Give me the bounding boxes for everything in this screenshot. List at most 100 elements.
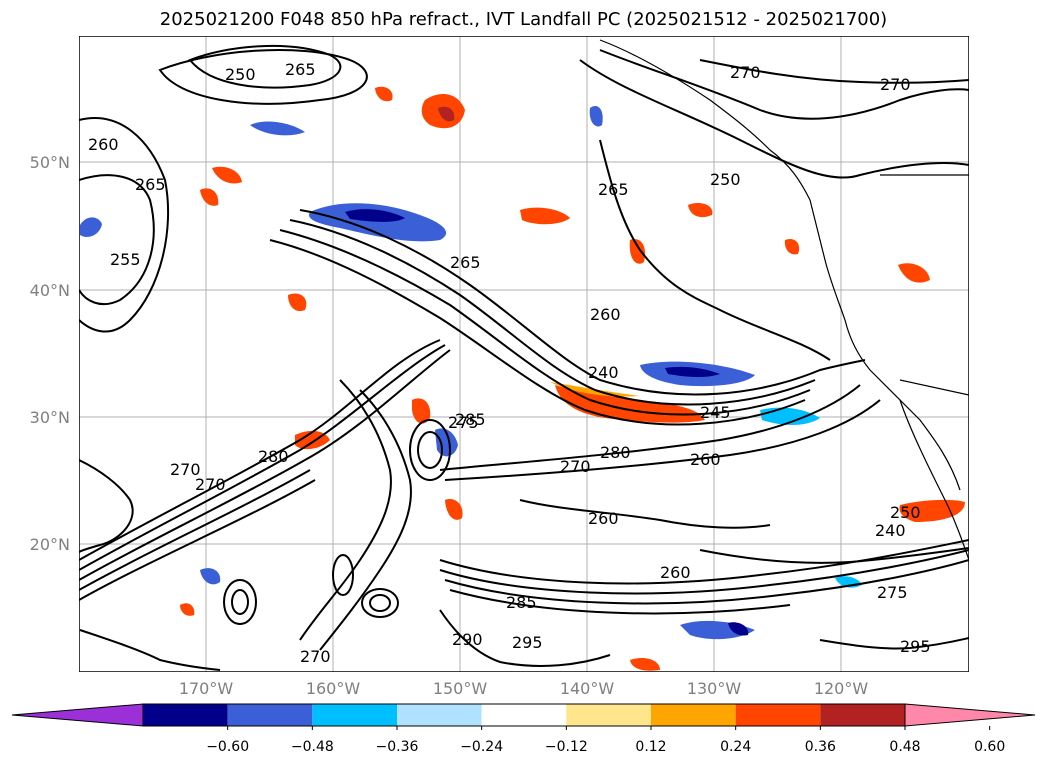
pos-fill-center [412,398,431,424]
lon-label: 130°W [687,679,742,698]
colorbar-frame [142,703,906,727]
contour-line [158,48,368,105]
contour-ring [332,554,354,596]
colorbar-segment [143,704,228,726]
contour-ring [409,419,451,481]
contour-ring [231,589,249,615]
contour-label: 265 [285,60,316,79]
contour-ring [361,588,399,618]
contour-ring [223,579,257,625]
contour-label: 260 [588,509,619,528]
contour-line [279,229,811,416]
pos-fill-south2 [445,499,463,520]
colorbar-tick-label: −0.60 [206,739,249,755]
colorbar-tick-label: −0.12 [545,739,588,755]
contour-line [79,469,311,591]
colorbar-segment [651,704,736,726]
coastline-alaska [599,39,811,201]
contour-labels: 250 265 270 270 260 265 250 255 265 260 … [88,60,931,666]
map-title: 2025021200 F048 850 hPa refract., IVT La… [159,9,888,30]
neg-fill-ne [589,105,603,127]
contour-ring [369,594,391,612]
colorbar: −0.60 −0.48 −0.36 −0.24 −0.12 0.12 0.24 0.36 0.4… [11,703,1036,755]
contour-label: 280 [600,443,631,462]
contour-line [699,547,969,564]
lon-label: 150°W [433,679,488,698]
contour-line [439,384,861,471]
pos-fill-nw1 [200,188,219,206]
pos-fill-s3 [630,658,660,671]
contour-label: 295 [512,633,543,652]
neg-fill-center [435,428,458,457]
contour-line [439,609,611,667]
contour-line [449,589,791,615]
colorbar-tick-label: −0.48 [291,739,334,755]
pos-fill-e2 [784,238,800,255]
contour-label: 270 [730,63,761,82]
contour-label: 260 [690,450,721,469]
lon-label: 160°W [306,679,361,698]
pos-fill-jet-edge [550,382,640,397]
pos-fill-nw2 [212,166,242,184]
neg-fill-south-core [728,622,749,636]
contour-label: 280 [258,447,289,466]
pos-fill-north-core [438,106,455,122]
map-panel: 250 265 270 270 260 265 250 255 265 260 … [79,36,969,672]
contour-label: 275 [877,583,908,602]
graticule [79,36,969,672]
contour-label: 270 [195,475,226,494]
neg-fill-east-core [665,366,720,378]
contour-line [819,637,969,650]
contour-label: 285 [506,593,537,612]
contour-label: 255 [110,250,141,269]
contour-label: 270 [880,75,911,94]
border-us-mexico [899,379,969,396]
lon-label: 140°W [560,679,615,698]
colorbar-tick-label: 0.12 [635,739,666,755]
contour-line [79,344,446,571]
contour-label: 265 [135,175,166,194]
contour-label: 270 [300,647,331,666]
pos-fill-ak [375,86,393,102]
colorbar-segment [312,704,397,726]
positive-anomaly-fills [180,86,965,671]
colorbar-segment [566,704,651,726]
colorbar-tick-label: −0.24 [460,739,503,755]
pos-fill-mid [520,207,570,225]
contour-line [599,49,969,120]
contour-label: 260 [660,563,691,582]
colorbar-tick-label: 0.48 [889,739,920,755]
contour-label: 270 [560,457,591,476]
neg-fill-nw [250,121,305,136]
contour-label: 290 [452,630,483,649]
colorbar-extend-low [11,703,144,727]
contour-line [699,59,969,84]
contour-line [79,117,170,333]
lon-label: 170°W [179,679,234,698]
longitude-labels: 170°W 160°W 150°W 140°W 130°W 120°W [179,679,869,698]
pos-fill-s4 [180,603,195,616]
lat-label: 50°N [30,153,70,172]
contour-label: 285 [455,410,486,429]
coastline-mexico [899,399,969,561]
refractivity-contours [79,44,969,671]
contour-label: 250 [710,170,741,189]
contour-label: 260 [88,135,119,154]
contour-line [79,459,134,553]
contour-line [519,499,771,529]
lon-label: 120°W [814,679,869,698]
colorbar-tick-label: 0.60 [974,739,1005,755]
negative-anomaly-fills [80,105,862,640]
contour-label: 250 [890,503,921,522]
neg-fill-se [760,407,820,425]
colorbar-segment [735,704,821,726]
latitude-labels: 50°N 40°N 30°N 20°N [30,153,70,554]
lat-label: 20°N [30,535,70,554]
coastline-bc [809,199,846,321]
contour-label: 245 [700,403,731,422]
contour-line [579,59,969,179]
contour-line [439,539,969,585]
contour-line [79,479,316,601]
contour-line [444,399,881,481]
